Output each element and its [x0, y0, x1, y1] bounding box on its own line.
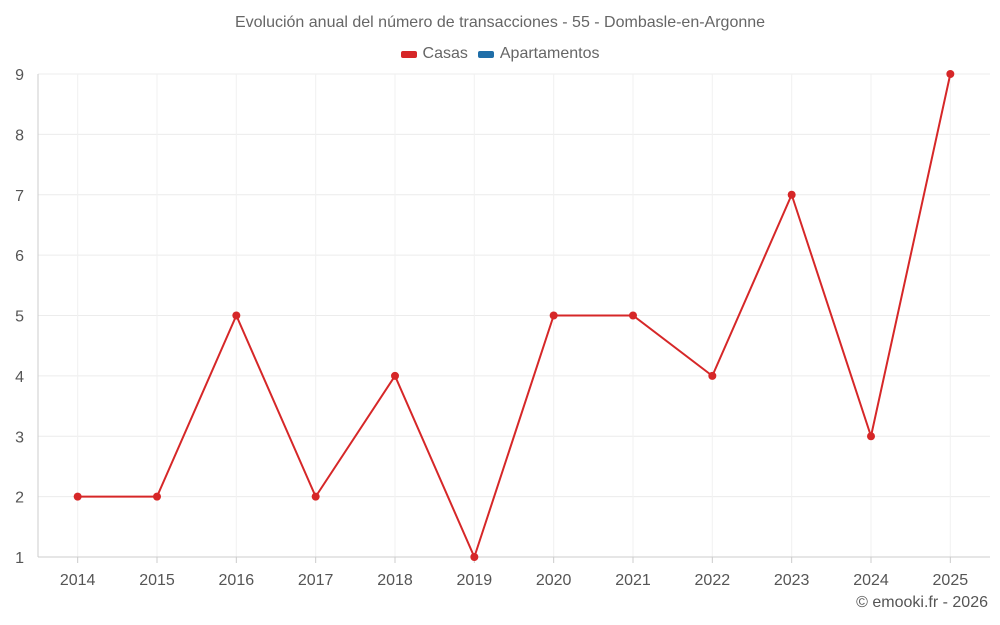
data-point-casas-2018: [391, 371, 399, 380]
data-point-casas-2015: [153, 492, 161, 501]
data-point-casas-2023: [787, 190, 796, 199]
legend-item-casas[interactable]: Casas: [400, 45, 468, 63]
y-tick-label-1: 1: [15, 550, 24, 567]
legend-label-apartamentos: Apartamentos: [499, 45, 600, 62]
data-point-casas-2024: [867, 432, 875, 441]
credit-text: © emooki.fr - 2026: [856, 594, 988, 611]
data-point-casas-2021: [629, 311, 637, 320]
data-point-casas-2016: [232, 311, 241, 320]
x-tick-label-2019: 2019: [457, 572, 493, 589]
y-tick-label-9: 9: [15, 67, 24, 84]
data-point-casas-2022: [708, 371, 717, 380]
chart-title: Evolución anual del número de transaccio…: [234, 14, 766, 31]
x-tick-label-2018: 2018: [377, 572, 413, 589]
data-point-casas-2020: [549, 311, 558, 320]
series-line-casas: [77, 73, 952, 558]
x-tick-label-2017: 2017: [298, 572, 334, 589]
y-tick-label-2: 2: [15, 490, 24, 507]
y-tick-label-3: 3: [15, 429, 24, 446]
y-tick-label-5: 5: [15, 309, 24, 326]
y-tick-label-6: 6: [15, 248, 24, 265]
data-point-casas-2019: [470, 553, 479, 561]
data-point-casas-2025: [946, 70, 955, 78]
y-tick-label-7: 7: [15, 188, 24, 205]
legend-swatch-apartamentos: [477, 50, 494, 58]
x-tick-label-2022: 2022: [695, 572, 731, 589]
y-tick-label-8: 8: [15, 127, 24, 144]
x-tick-label-2023: 2023: [774, 572, 810, 589]
legend-swatch-casas: [400, 50, 417, 58]
data-point-casas-2014: [73, 492, 82, 501]
y-tick-label-4: 4: [15, 369, 24, 386]
data-point-casas-2017: [311, 492, 320, 501]
x-tick-label-2025: 2025: [933, 572, 969, 589]
legend: Casas Apartamentos: [0, 45, 1000, 63]
x-tick-label-2024: 2024: [853, 572, 889, 589]
legend-label-casas: Casas: [422, 45, 468, 62]
x-tick-label-2014: 2014: [60, 572, 96, 589]
x-tick-label-2020: 2020: [536, 572, 572, 589]
x-tick-label-2021: 2021: [615, 572, 651, 589]
x-tick-label-2016: 2016: [219, 572, 255, 589]
legend-item-apartamentos[interactable]: Apartamentos: [477, 45, 600, 63]
x-tick-label-2015: 2015: [139, 572, 175, 589]
